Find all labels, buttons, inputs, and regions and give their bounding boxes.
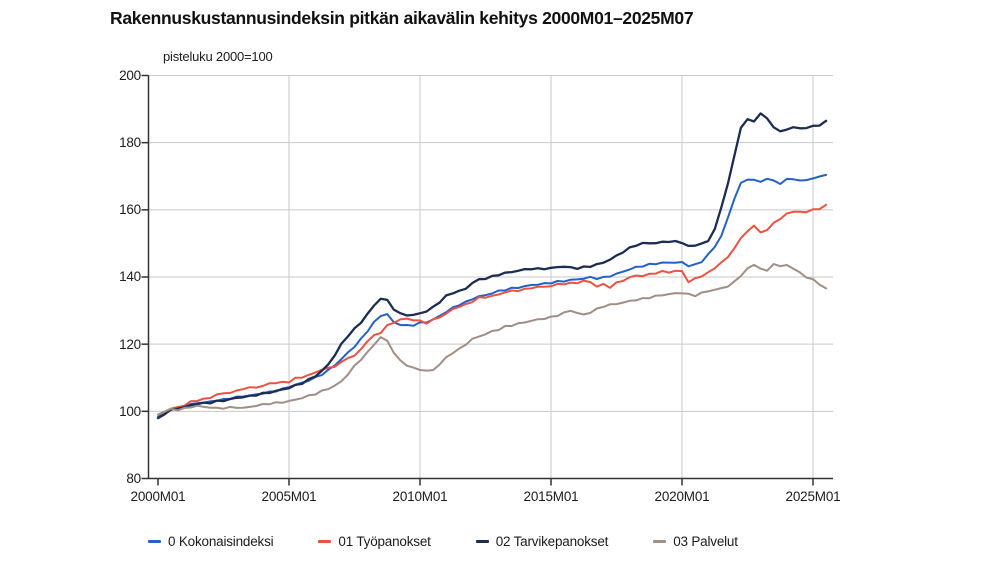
series-line-1 xyxy=(157,203,828,416)
legend-item-label: 02 Tarvikepanokset xyxy=(495,534,609,549)
chart-unit-label: pisteluku 2000=100 xyxy=(163,49,273,64)
series-line-0 xyxy=(157,173,828,418)
legend-line-swatch xyxy=(148,540,161,543)
y-tick-label: 120 xyxy=(119,337,141,352)
x-tick-label: 2000M01 xyxy=(130,489,186,504)
x-tick-label: 2025M01 xyxy=(785,489,841,504)
legend-line-swatch xyxy=(653,540,667,543)
legend-item-palvelut[interactable]: 03 Palvelut xyxy=(653,534,738,549)
y-tick-label: 180 xyxy=(119,135,141,150)
chart-legend: 0 Kokonaisindeksi 01 Työpanokset 02 Tarv… xyxy=(148,534,738,549)
series-line-2 xyxy=(156,112,828,420)
legend-item-tyopanokset[interactable]: 01 Työpanokset xyxy=(318,534,431,549)
legend-line-swatch xyxy=(318,540,332,543)
y-tick-label: 160 xyxy=(119,202,141,217)
x-tick-label: 2015M01 xyxy=(523,489,579,504)
y-tick-label: 80 xyxy=(126,471,141,486)
x-tick-label: 2010M01 xyxy=(392,489,448,504)
series-line-3 xyxy=(157,263,828,416)
legend-item-kokonaisindeksi[interactable]: 0 Kokonaisindeksi xyxy=(148,534,274,549)
x-tick-label: 2020M01 xyxy=(654,489,710,504)
y-tick-label: 100 xyxy=(119,404,141,419)
legend-item-tarvikepanokset[interactable]: 02 Tarvikepanokset xyxy=(475,534,609,549)
y-tick-label: 200 xyxy=(119,68,141,83)
x-tick-label: 2005M01 xyxy=(261,489,317,504)
legend-line-swatch xyxy=(475,540,489,543)
chart-title: Rakennuskustannusindeksin pitkän aikaväl… xyxy=(110,8,694,28)
y-tick-label: 140 xyxy=(119,269,141,284)
legend-item-label: 0 Kokonaisindeksi xyxy=(168,534,274,549)
legend-item-label: 01 Työpanokset xyxy=(338,534,431,549)
legend-item-label: 03 Palvelut xyxy=(673,534,738,549)
